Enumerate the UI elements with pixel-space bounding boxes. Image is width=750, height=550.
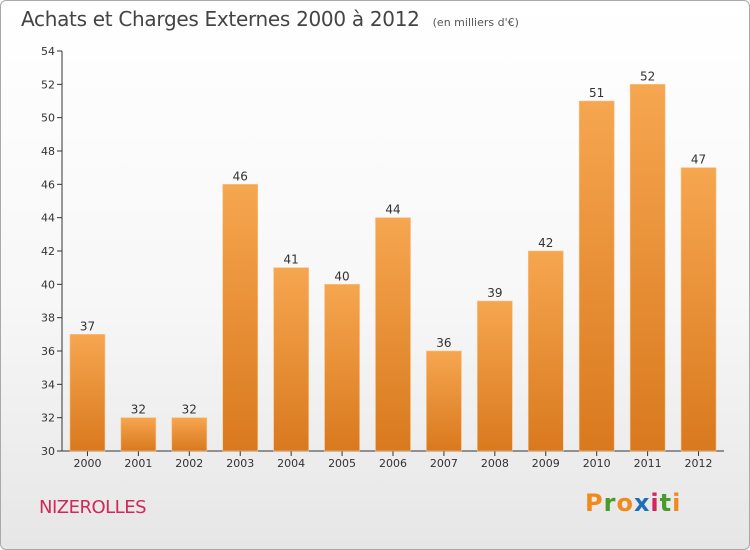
bar-2012 [680,167,717,452]
x-tick-label: 2000 [73,457,101,470]
value-label-2011: 52 [640,69,655,83]
y-tick-label: 46 [41,178,55,191]
bar-2005 [324,284,360,452]
bar-2000 [69,334,106,452]
x-tick-label: 2005 [328,457,356,470]
x-tick-label: 2010 [583,457,611,470]
value-label-2006: 44 [385,203,400,217]
value-label-2002: 32 [182,403,197,417]
chart-labels: 2000 37 2001 32 2002 32 2003 46 2004 41 2005 40 2006… [73,69,712,470]
chart-axes: 30 32 34 36 38 40 42 44 46 48 50 52 54 [41,45,724,458]
logo-letter: i [672,489,682,517]
bar-2007 [426,350,462,452]
x-tick-label: 2006 [379,457,407,470]
chart-subtitle: (en milliers d'€) [432,16,519,29]
y-tick-label: 30 [41,445,55,458]
value-label-2010: 51 [589,86,604,100]
x-tick-label: 2011 [634,457,662,470]
value-label-2007: 36 [436,336,451,350]
logo-letter: t [659,489,673,517]
bar-2003 [222,184,259,452]
logo-letter: x [633,489,651,517]
bar-2001 [120,417,157,452]
x-tick-label: 2004 [277,457,305,470]
y-tick-label: 54 [41,45,55,58]
logo-letter: P [585,489,604,517]
proxiti-logo: Proxiti [585,489,681,517]
y-tick-label: 34 [41,378,55,391]
value-label-2004: 41 [284,253,299,267]
y-tick-label: 52 [41,78,55,91]
logo-letter: o [616,489,634,517]
x-tick-label: 2009 [532,457,560,470]
bar-2004 [273,267,309,452]
town-name: NIZEROLLES [39,497,147,518]
bar-2008 [477,300,513,452]
x-tick-label: 2008 [481,457,509,470]
value-label-2000: 37 [80,319,95,333]
chart-header: Achats et Charges Externes 2000 à 2012 (… [21,7,519,31]
value-label-2003: 46 [233,169,248,183]
y-tick-label: 50 [41,112,55,125]
bar-2011 [629,84,666,452]
value-label-2008: 39 [487,286,502,300]
bar-2002 [171,417,208,452]
chart-bars [69,84,717,452]
value-label-2005: 40 [334,269,349,283]
x-tick-label: 2001 [124,457,152,470]
y-tick-label: 36 [41,345,55,358]
y-tick-label: 44 [41,212,55,225]
logo-letter: i [650,489,660,517]
value-label-2012: 47 [691,153,706,167]
bar-2006 [375,217,411,452]
bar-2009 [527,250,564,452]
y-tick-label: 38 [41,312,55,325]
y-tick-label: 42 [41,245,55,258]
logo-letter: r [603,489,617,517]
x-tick-label: 2007 [430,457,458,470]
x-tick-label: 2012 [685,457,713,470]
value-label-2001: 32 [131,403,146,417]
value-label-2009: 42 [538,236,553,250]
x-tick-label: 2003 [226,457,254,470]
chart-title: Achats et Charges Externes 2000 à 2012 [21,7,420,31]
y-tick-label: 48 [41,145,55,158]
x-tick-label: 2002 [175,457,203,470]
bar-2010 [578,100,615,452]
y-tick-label: 40 [41,278,55,291]
y-tick-label: 32 [41,412,55,425]
